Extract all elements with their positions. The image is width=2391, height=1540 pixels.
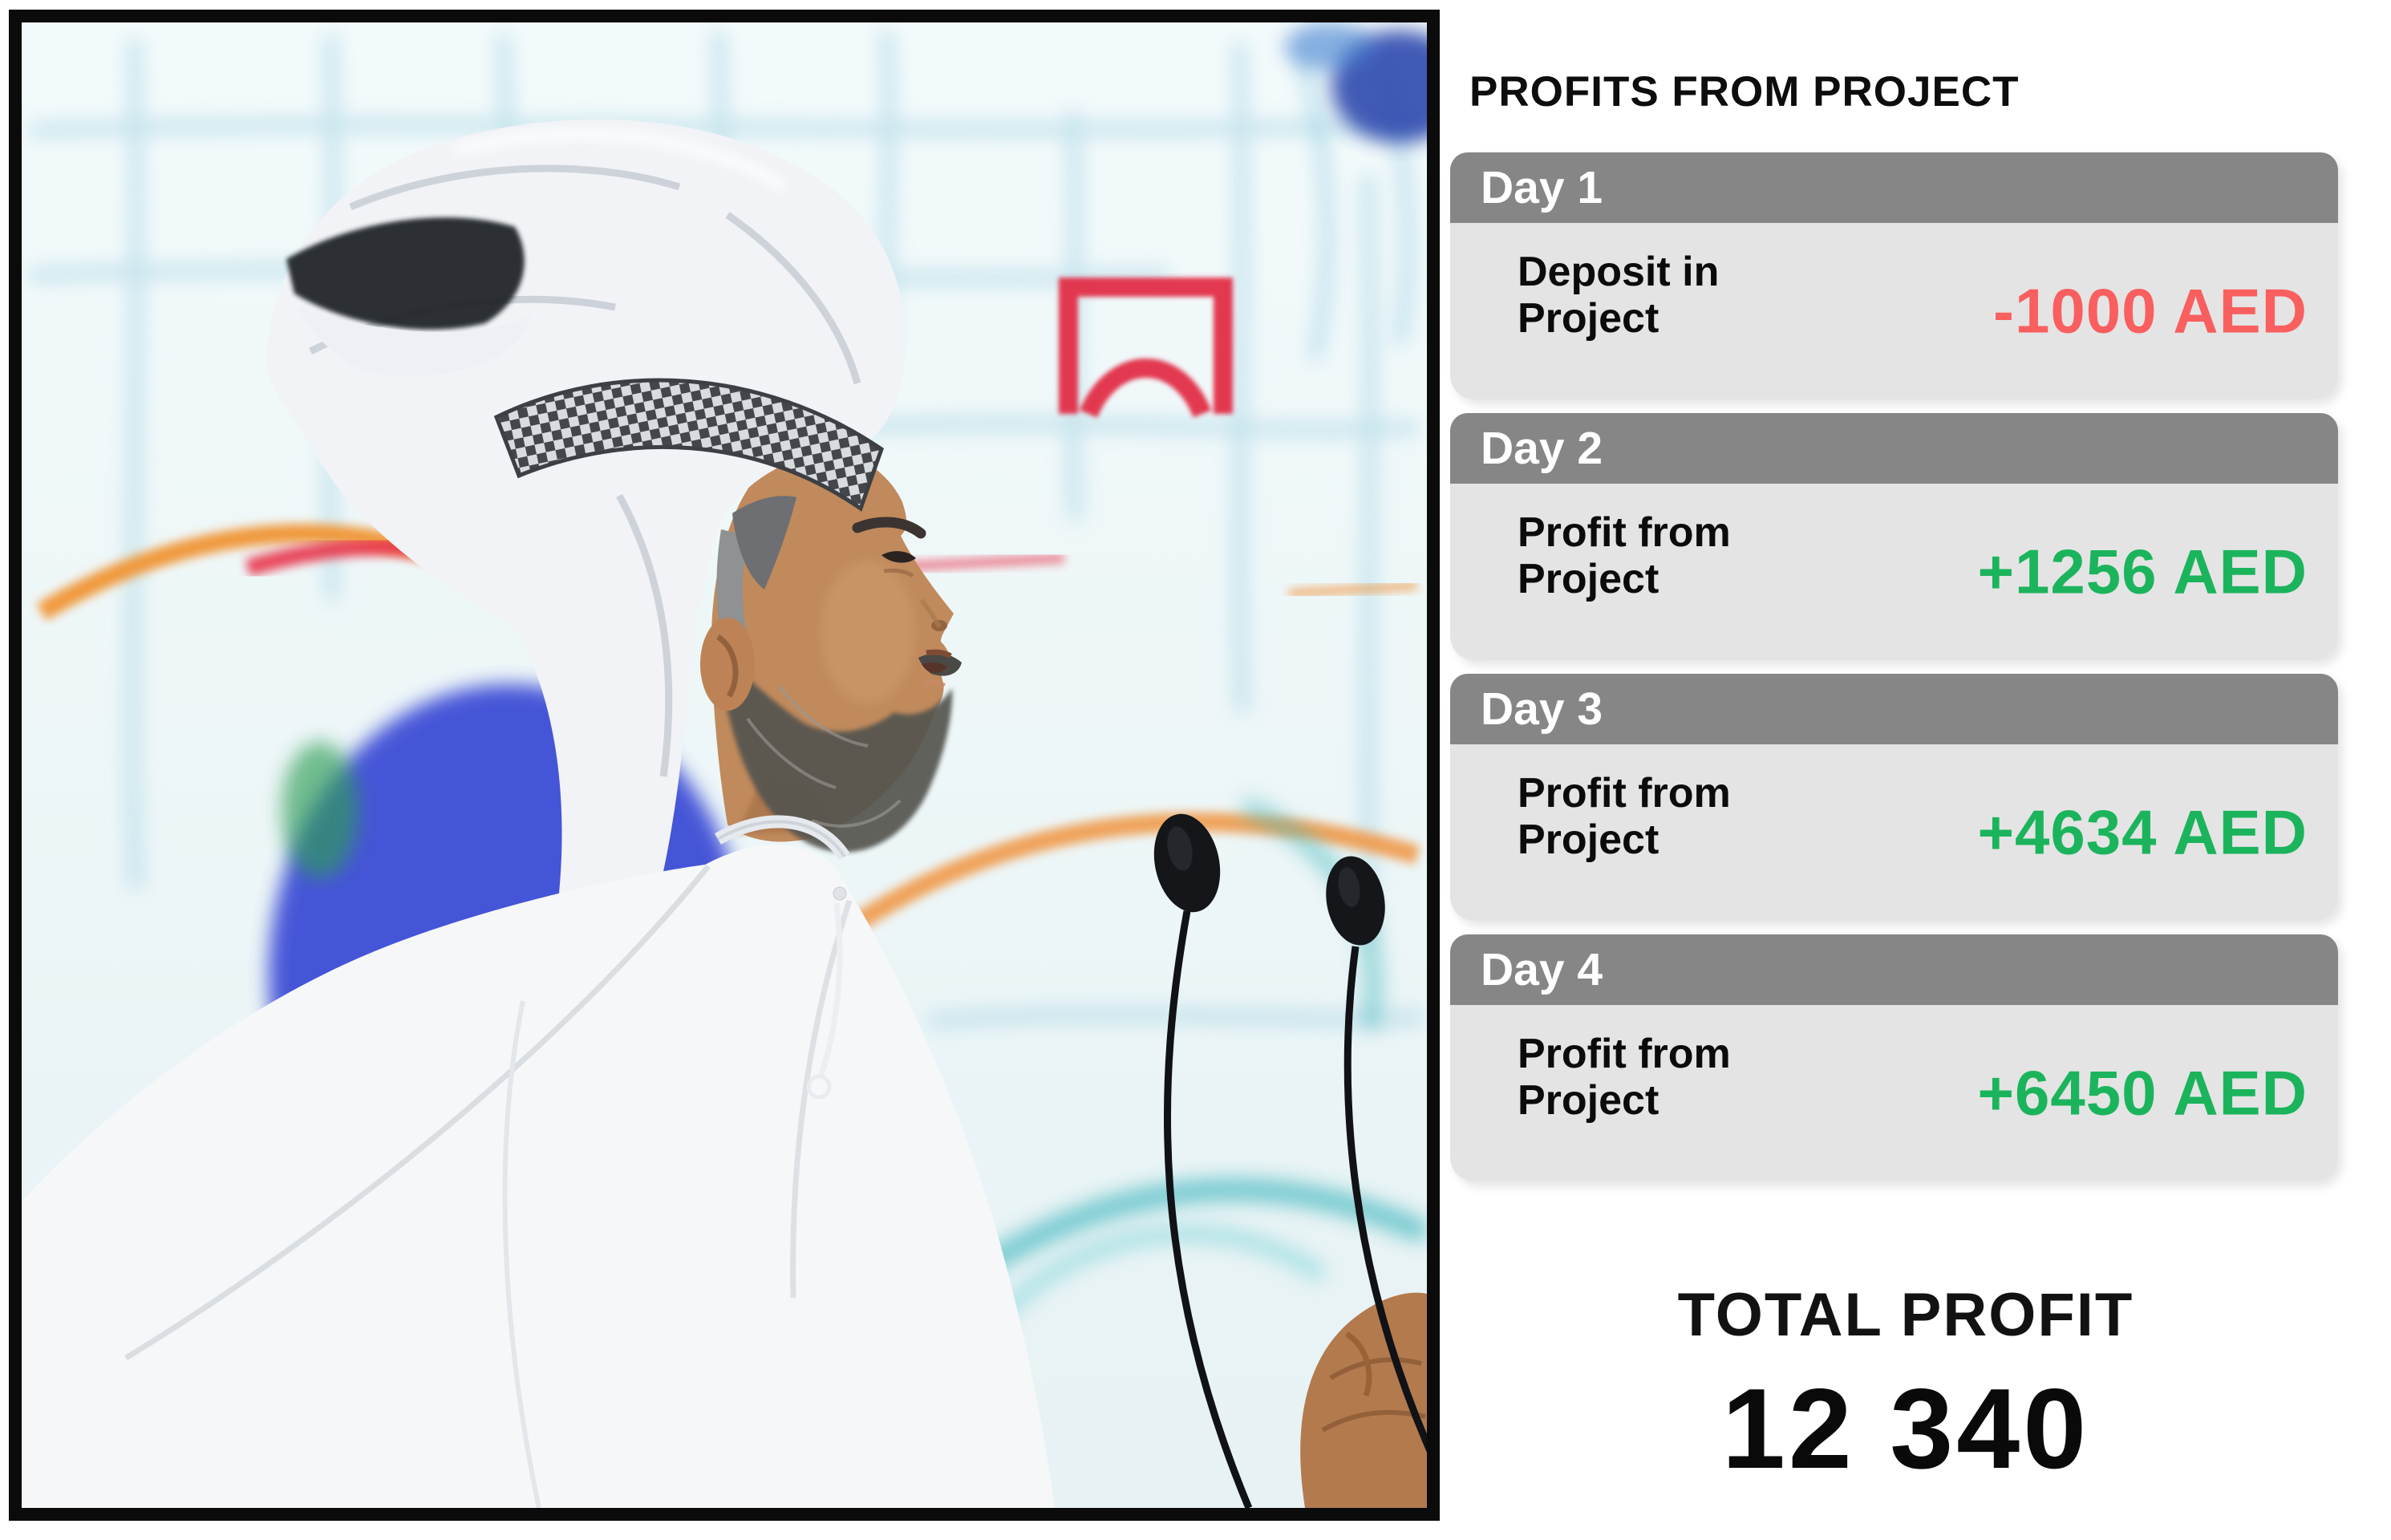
mouth (922, 662, 947, 674)
dark-fold (286, 217, 525, 330)
tassel (817, 902, 843, 1079)
entry-label: Profit from Project (1518, 509, 1731, 603)
day-label: Day 1 (1481, 162, 1603, 213)
day-card-body: Profit from Project +1256 AED (1450, 484, 2338, 660)
woven-band (493, 378, 884, 512)
entry-label: Profit from Project (1518, 1031, 1731, 1125)
day-label: Day 4 (1481, 944, 1603, 995)
day-label: Day 3 (1481, 683, 1603, 735)
total-profit-label: TOTAL PROFIT (1677, 1281, 2134, 1349)
day-card-1: Day 1 Deposit in Project -1000 AED (1450, 152, 2338, 399)
entry-label: Deposit in Project (1518, 249, 1720, 342)
day-card-body: Profit from Project +6450 AED (1450, 1005, 2338, 1181)
entry-amount: +4634 AED (1977, 796, 2308, 868)
speaker-photo-art (22, 22, 1427, 1508)
day-card-body: Profit from Project +4634 AED (1450, 744, 2338, 921)
eye (881, 551, 916, 563)
day-card-2: Day 2 Profit from Project +1256 AED (1450, 413, 2338, 660)
beard (718, 646, 953, 853)
microphone-left (1153, 813, 1253, 1508)
collar-button (833, 886, 847, 901)
robe-creases (124, 864, 853, 1508)
day-card-header: Day 2 (1450, 413, 2338, 484)
day-card-3: Day 3 Profit from Project +4634 AED (1450, 674, 2338, 921)
ghutra-headdress (266, 119, 906, 953)
ear (700, 618, 755, 711)
page-title: PROFITS FROM PROJECT (1469, 68, 2020, 116)
red-frame-shape (1059, 278, 1233, 419)
microphone-right (1326, 856, 1427, 1453)
speaker-photo (9, 10, 1440, 1521)
speaker (22, 119, 1055, 1508)
entry-amount: +6450 AED (1977, 1057, 2308, 1129)
green-blob (282, 742, 359, 878)
entry-amount: +1256 AED (1977, 536, 2308, 607)
entry-label: Profit from Project (1518, 770, 1731, 864)
day-card-header: Day 1 (1450, 152, 2338, 223)
entry-amount: -1000 AED (1993, 275, 2308, 346)
day-card-4: Day 4 Profit from Project +6450 AED (1450, 934, 2338, 1181)
day-card-body: Deposit in Project -1000 AED (1450, 223, 2338, 399)
eyebrow (852, 517, 926, 539)
day-card-header: Day 4 (1450, 934, 2338, 1005)
day-card-header: Day 3 (1450, 674, 2338, 744)
total-profit-value: 12 340 (1721, 1365, 2090, 1493)
day-label: Day 2 (1481, 423, 1603, 474)
white-robe (22, 815, 1055, 1508)
